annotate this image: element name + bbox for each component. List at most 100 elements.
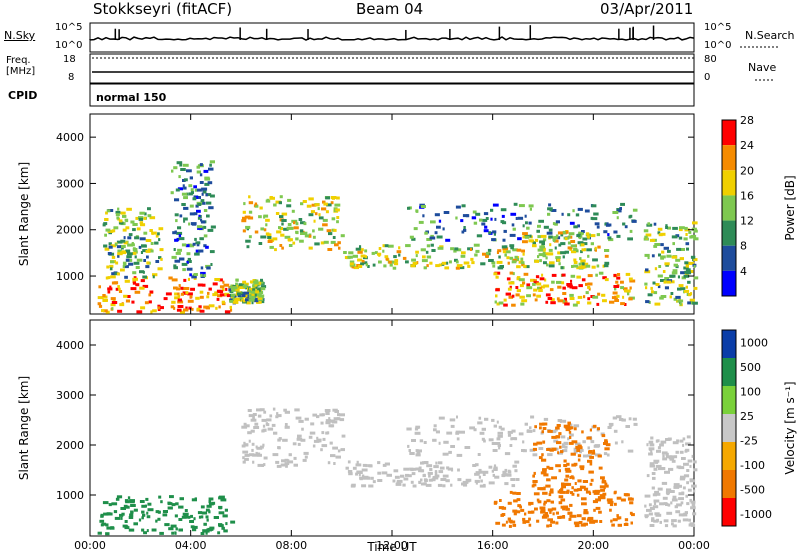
scatter-cell — [672, 226, 678, 230]
scatter-cell — [186, 267, 193, 271]
scatter-cell — [526, 286, 533, 290]
scatter-cell — [472, 464, 477, 467]
scatter-cell — [198, 305, 202, 309]
scatter-cell — [557, 451, 560, 455]
scatter-cell — [110, 275, 116, 279]
scatter-cell — [586, 436, 592, 440]
scatter-cell — [115, 497, 120, 501]
scatter-cell — [587, 446, 590, 450]
scatter-cell — [111, 307, 114, 311]
scatter-cell — [192, 242, 196, 246]
scatter-cell — [239, 286, 245, 289]
scatter-cell — [248, 453, 255, 457]
scatter-cell — [597, 292, 601, 296]
scatter-cell — [583, 511, 589, 515]
scatter-cell — [677, 275, 680, 279]
scatter-cell — [108, 245, 113, 249]
scatter-cell — [154, 241, 159, 245]
scatter-cell — [286, 226, 293, 230]
scatter-cell — [438, 470, 444, 474]
scatter-cell — [256, 408, 262, 412]
scatter-cell — [491, 469, 494, 473]
scatter-cell — [429, 261, 433, 265]
scatter-cell — [460, 219, 464, 223]
scatter-cell — [196, 188, 202, 192]
scatter-cell — [146, 511, 149, 515]
scatter-cell — [130, 220, 135, 224]
scatter-cell — [629, 286, 632, 290]
scatter-cell — [573, 261, 578, 264]
scatter-cell — [511, 223, 515, 227]
scatter-cell — [139, 286, 145, 290]
scatter-cell — [182, 184, 185, 188]
scatter-cell — [120, 251, 126, 255]
scatter-cell — [664, 262, 670, 266]
cpid-label: CPID — [8, 89, 38, 102]
scatter-cell — [512, 272, 515, 276]
scatter-cell — [539, 245, 545, 249]
scatter-cell — [320, 241, 325, 245]
scatter-cell — [482, 470, 489, 474]
scatter-cell — [526, 429, 530, 433]
scatter-cell — [507, 287, 512, 291]
scatter-cell — [565, 469, 572, 473]
scatter-cell — [504, 470, 507, 474]
scatter-cell — [340, 448, 345, 452]
scatter-cell — [572, 209, 575, 213]
scatter-cell — [538, 447, 544, 450]
scatter-cell — [203, 190, 207, 194]
scatter-cell — [648, 440, 654, 444]
date-title: 03/Apr/2011 — [600, 0, 694, 18]
scatter-cell — [168, 527, 174, 531]
scatter-cell — [455, 431, 460, 435]
scatter-cell — [545, 484, 551, 488]
scatter-cell — [587, 254, 590, 258]
scatter-cell — [200, 515, 204, 519]
scatter-cell — [173, 306, 176, 310]
scatter-cell — [512, 491, 517, 495]
scatter-cell — [194, 252, 200, 256]
scatter-cell — [248, 195, 251, 199]
scatter-cell — [467, 264, 471, 268]
scatter-cell — [512, 227, 516, 231]
scatter-cell — [509, 271, 514, 275]
scatter-cell — [534, 507, 538, 511]
scatter-cell — [671, 522, 674, 526]
scatter-cell — [655, 283, 660, 286]
colorbar-label: Power [dB] — [783, 175, 797, 240]
scatter-cell — [492, 473, 495, 477]
x-tick-label: 08:00 — [275, 539, 307, 552]
y-tick-label: 4000 — [56, 131, 84, 144]
scatter-cell — [649, 443, 655, 447]
scatter-cell — [331, 420, 338, 424]
scatter-cell — [599, 520, 603, 523]
scatter-cell — [432, 438, 437, 442]
scatter-cell — [654, 302, 661, 306]
scatter-cell — [488, 481, 495, 485]
scatter-cell — [684, 270, 689, 274]
scatter-cell — [295, 416, 302, 420]
scatter-cell — [101, 309, 105, 313]
scatter-cell — [565, 230, 569, 234]
x-tick-label: 00:00 — [74, 539, 106, 552]
scatter-cell — [508, 295, 514, 299]
scatter-cell — [533, 471, 536, 475]
colorbar-tick-label: 20 — [740, 164, 754, 177]
scatter-cell — [589, 492, 592, 495]
scatter-cell — [661, 232, 666, 236]
scatter-cell — [538, 456, 543, 460]
scatter-cell — [576, 301, 580, 305]
scatter-cell — [590, 478, 594, 482]
scatter-cell — [656, 449, 661, 453]
scatter-cell — [333, 462, 336, 465]
scatter-cell — [437, 246, 444, 250]
scatter-cell — [542, 427, 547, 430]
scatter-cell — [581, 230, 585, 233]
scatter-cell — [664, 524, 669, 528]
scatter-cell — [143, 231, 148, 235]
scatter-cell — [670, 501, 673, 505]
scatter-cell — [326, 431, 330, 435]
scatter-cell — [516, 492, 521, 495]
scatter-cell — [256, 281, 262, 285]
scatter-cell — [663, 519, 669, 523]
